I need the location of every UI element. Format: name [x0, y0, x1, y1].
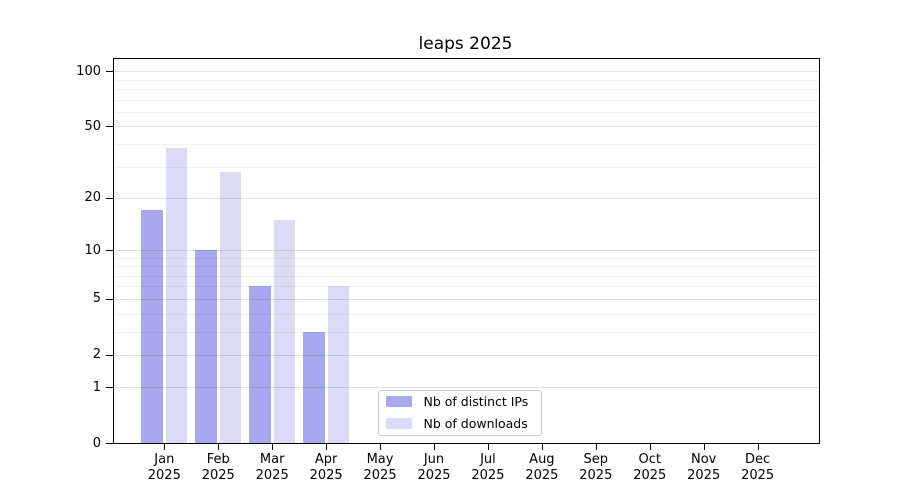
minor-gridline [113, 313, 819, 315]
y-tick-label: 100 [76, 63, 101, 79]
legend-swatch-distinct-ips [385, 396, 412, 407]
y-tick [106, 126, 113, 128]
y-tick-label: 20 [84, 190, 101, 206]
minor-gridline [113, 89, 819, 91]
x-tick-label: Mar 2025 [255, 452, 289, 483]
major-gridline [113, 354, 819, 356]
x-tick-label: Aug 2025 [525, 452, 559, 483]
y-tick-label: 5 [92, 291, 101, 307]
legend-label-downloads: Nb of downloads [423, 416, 528, 431]
y-tick-label: 2 [92, 347, 101, 363]
x-tick-label: Apr 2025 [309, 452, 343, 483]
x-tick-label: May 2025 [363, 452, 397, 483]
y-tick-label: 10 [84, 242, 101, 258]
minor-gridline [113, 266, 819, 268]
x-tick-label: Nov 2025 [687, 452, 721, 483]
major-gridline [113, 126, 819, 128]
major-gridline [113, 197, 819, 199]
bar-distinct-ips [249, 286, 271, 443]
bar-downloads [219, 171, 242, 443]
x-tick [541, 444, 543, 450]
legend: Nb of distinct IPs Nb of downloads [377, 389, 542, 436]
x-tick [757, 444, 759, 450]
y-tick [106, 250, 113, 252]
x-tick [218, 444, 220, 450]
minor-gridline [113, 275, 819, 277]
bar-downloads [327, 286, 350, 443]
legend-label-distinct-ips: Nb of distinct IPs [423, 394, 529, 409]
bar-distinct-ips [195, 250, 217, 443]
minor-gridline [113, 79, 819, 81]
x-tick [595, 444, 597, 450]
y-tick-label: 50 [84, 118, 101, 134]
bar-distinct-ips [303, 331, 325, 443]
minor-gridline [113, 99, 819, 101]
y-tick [106, 197, 113, 199]
major-gridline [113, 250, 819, 252]
minor-gridline [113, 331, 819, 333]
bar-downloads [165, 148, 188, 443]
y-tick [106, 387, 113, 389]
x-tick-label: Jul 2025 [471, 452, 505, 483]
chart-title: leaps 2025 [418, 34, 513, 54]
x-tick-label: Jun 2025 [417, 452, 451, 483]
y-tick [106, 443, 113, 445]
legend-swatch-downloads [385, 418, 412, 429]
y-tick-label: 0 [92, 435, 101, 451]
x-tick [164, 444, 166, 450]
minor-gridline [113, 144, 819, 146]
x-tick [649, 444, 651, 450]
x-tick [434, 444, 435, 450]
x-tick [272, 444, 274, 450]
x-tick [487, 444, 489, 450]
legend-item-distinct-ips: Nb of distinct IPs [385, 394, 541, 409]
bar-distinct-ips [141, 210, 163, 443]
y-tick-label: 1 [92, 379, 101, 395]
minor-gridline [113, 166, 819, 168]
y-tick [106, 298, 113, 300]
x-tick-label: Dec 2025 [741, 452, 775, 483]
y-tick [106, 71, 113, 73]
major-gridline [113, 298, 819, 300]
x-tick [380, 444, 382, 450]
x-tick [703, 444, 705, 450]
y-tick [106, 354, 113, 356]
legend-item-downloads: Nb of downloads [385, 416, 541, 431]
minor-gridline [113, 286, 819, 288]
x-tick-label: Jan 2025 [147, 452, 181, 483]
bar-downloads [273, 219, 296, 443]
major-gridline [113, 387, 819, 389]
x-tick-label: Sep 2025 [579, 452, 613, 483]
major-gridline [113, 71, 819, 73]
x-tick-label: Oct 2025 [633, 452, 667, 483]
x-tick [326, 444, 328, 450]
x-tick-label: Feb 2025 [201, 452, 235, 483]
minor-gridline [113, 112, 819, 114]
minor-gridline [113, 257, 819, 259]
